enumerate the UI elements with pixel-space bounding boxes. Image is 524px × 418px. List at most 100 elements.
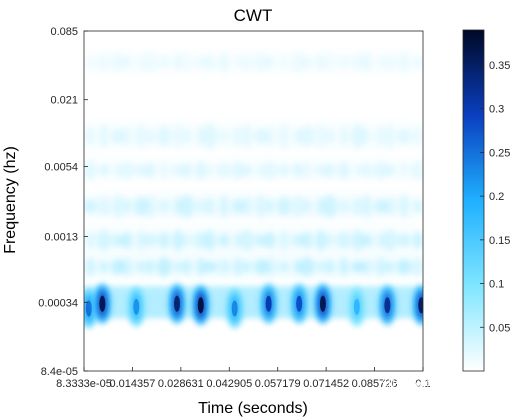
texture-blob (324, 162, 336, 178)
texture-blob (361, 128, 373, 144)
colorbar-tick-label: 0.05 (489, 322, 510, 334)
texture-blob (294, 128, 302, 144)
texture-blob (144, 194, 156, 219)
texture-blob (217, 162, 231, 178)
texture-blob (180, 194, 194, 219)
texture-blob (301, 231, 313, 249)
texture-blob (400, 162, 408, 178)
texture-blob (112, 51, 124, 74)
texture-blob (205, 196, 215, 216)
texture-blob (280, 229, 288, 252)
texture-blob (386, 261, 394, 273)
texture-blob (172, 261, 184, 273)
texture-band (84, 162, 423, 179)
texture-blob (291, 51, 305, 74)
texture-blob (195, 199, 207, 214)
texture-blob (338, 199, 350, 214)
texture-blob (243, 122, 251, 150)
texture-blob (203, 122, 217, 150)
texture-blob (157, 257, 171, 277)
texture-blob (84, 160, 96, 180)
texture-blob (337, 55, 351, 69)
texture-blob (352, 53, 364, 71)
energy-burst-core (85, 300, 92, 317)
texture-blob (122, 55, 132, 69)
texture-blob (112, 234, 124, 247)
texture-blob (280, 53, 288, 71)
x-axis-label: Time (seconds) (198, 400, 308, 417)
texture-blob (113, 194, 123, 219)
texture-blob (232, 160, 244, 180)
texture-blob (203, 261, 217, 273)
energy-burst-core (174, 295, 181, 312)
texture-blob (243, 261, 251, 273)
x-tick-label: 0.085726 (352, 378, 398, 390)
texture-blob (85, 125, 95, 147)
texture-blob (303, 160, 311, 180)
texture-blob (414, 199, 422, 214)
texture-blob (279, 122, 289, 150)
texture-blob (263, 160, 277, 180)
x-axis: 8.3333e-050.014357 0.028631 0.042905 0.0571… (56, 367, 431, 390)
texture-blob (397, 259, 411, 275)
texture-blob (323, 194, 337, 219)
texture-blob (143, 234, 157, 247)
texture-blob (97, 53, 111, 71)
texture-blob (265, 55, 275, 69)
texture-blob (339, 160, 349, 180)
y-tick-label: 0.0054 (44, 161, 78, 173)
texture-blob (137, 53, 145, 71)
texture-blob (353, 196, 363, 216)
texture-blob (265, 231, 275, 249)
y-tick-label: 0.085 (50, 26, 78, 38)
texture-blob (279, 261, 289, 273)
texture-blob (197, 125, 205, 147)
energy-burst-core (197, 297, 204, 314)
texture-blob (204, 229, 216, 252)
texture-blob (145, 162, 155, 178)
energy-burst-core (133, 298, 140, 315)
energy-burst-core (99, 295, 106, 312)
energy-burst-core (418, 297, 423, 314)
texture-blob (375, 160, 387, 180)
x-tick-label: 0.057179 (255, 378, 301, 390)
texture-blob (376, 125, 386, 147)
texture-blob (325, 259, 335, 275)
texture-blob (384, 196, 396, 216)
texture-blob (413, 55, 423, 69)
plot-frame (83, 30, 424, 372)
texture-blob (86, 55, 94, 69)
texture-blob (182, 128, 192, 144)
texture-blob (206, 164, 214, 176)
texture-blob (218, 259, 230, 275)
texture-blob (337, 231, 351, 249)
texture-blob (160, 160, 168, 180)
texture-blob (182, 259, 192, 275)
texture-blob (385, 164, 395, 176)
texture-blob (300, 257, 314, 277)
colorbar-tick-label: 0.3 (489, 104, 504, 116)
texture-blob (136, 261, 146, 273)
texture-blob (100, 261, 108, 273)
texture-blob (266, 199, 274, 214)
y-tick-label: 0.0013 (44, 231, 78, 243)
texture-blob (143, 51, 157, 74)
texture-blob (377, 231, 385, 249)
texture-blob (121, 257, 133, 277)
texture-blob (277, 196, 291, 216)
texture-blob (278, 164, 290, 176)
texture-blob (340, 125, 348, 147)
x-tick-label: 0.071452 (303, 378, 349, 390)
colorbar-tick-label: 0.35 (489, 60, 510, 72)
texture-blob (159, 199, 169, 214)
texture-blob (135, 164, 147, 176)
texture-blob (302, 199, 312, 214)
texture-blob (196, 160, 206, 180)
texture-blob (362, 234, 372, 247)
texture-blob (383, 53, 397, 71)
texture-blob (255, 234, 267, 247)
y-tick-label: 0.021 (50, 95, 78, 107)
texture-blob (340, 257, 348, 277)
texture-blob (398, 234, 410, 247)
